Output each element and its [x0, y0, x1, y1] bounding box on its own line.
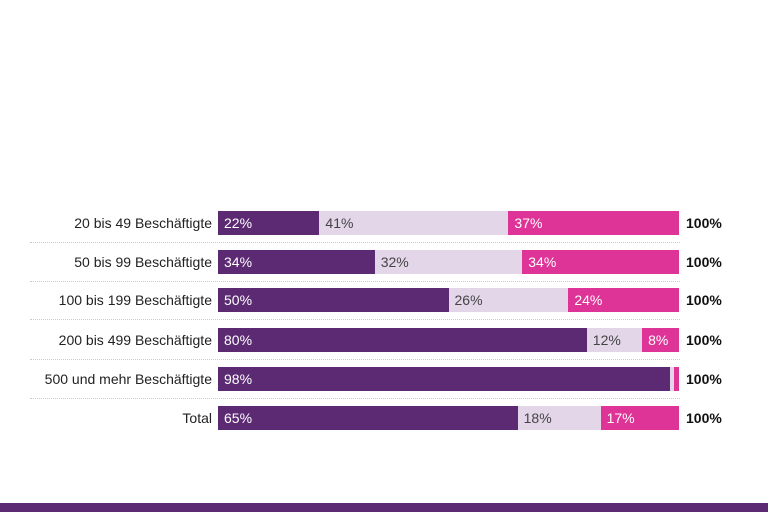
data-label: 98%: [224, 371, 253, 387]
bar-segment-3: 24%: [568, 288, 679, 312]
bar-segment-3: 37%: [508, 211, 679, 235]
data-label: 26%: [454, 292, 483, 308]
bar-segment-1: 80%: [218, 328, 587, 352]
stacked-bar: 98%: [218, 367, 679, 391]
category-label: 200 bis 499 Beschäftigte: [58, 332, 212, 348]
data-label: 41%: [325, 215, 354, 231]
total-label: 100%: [686, 332, 722, 348]
data-label: 18%: [523, 410, 552, 426]
data-label: 22%: [224, 215, 253, 231]
row-divider: [30, 242, 680, 243]
stacked-bar: 34% 32% 34%: [218, 250, 679, 274]
stacked-bar: 65% 18% 17%: [218, 406, 679, 430]
row-divider: [30, 398, 680, 399]
category-label: 500 und mehr Beschäftigte: [44, 371, 212, 387]
row-divider: [30, 281, 680, 282]
footer-bar: [0, 503, 768, 512]
bar-row: 50 bis 99 Beschäftigte 34% 32% 34% 100%: [0, 250, 768, 274]
row-divider: [30, 359, 680, 360]
bar-segment-2: 32%: [374, 250, 523, 274]
bar-segment-1: 65%: [218, 406, 518, 430]
data-label: 8%: [648, 332, 669, 348]
bar-segment-3: 34%: [522, 250, 679, 274]
bar-row: 200 bis 499 Beschäftigte 80% 12% 8% 100%: [0, 328, 768, 352]
data-label: 24%: [574, 292, 603, 308]
bar-row: 100 bis 199 Beschäftigte 50% 26% 24% 100%: [0, 288, 768, 312]
data-label: 34%: [224, 254, 253, 270]
bar-row: Total 65% 18% 17% 100%: [0, 406, 768, 430]
data-label: 50%: [224, 292, 253, 308]
bar-row: 500 und mehr Beschäftigte 98% 100%: [0, 367, 768, 391]
total-label: 100%: [686, 371, 722, 387]
category-label: Total: [182, 410, 212, 426]
bar-segment-2: 41%: [319, 211, 509, 235]
data-label: 12%: [592, 332, 621, 348]
total-label: 100%: [686, 254, 722, 270]
data-label: 32%: [380, 254, 409, 270]
bar-segment-2: 12%: [586, 328, 643, 352]
category-label: 100 bis 199 Beschäftigte: [58, 292, 212, 308]
bar-segment-1: 50%: [218, 288, 449, 312]
bar-segment-3: [674, 367, 679, 391]
bar-segment-2: 26%: [448, 288, 569, 312]
stacked-bar: 80% 12% 8%: [218, 328, 679, 352]
bar-segment-1: 22%: [218, 211, 320, 235]
stacked-bar: 22% 41% 37%: [218, 211, 679, 235]
total-label: 100%: [686, 410, 722, 426]
stacked-bar: 50% 26% 24%: [218, 288, 679, 312]
category-label: 50 bis 99 Beschäftigte: [74, 254, 212, 270]
data-label: 34%: [528, 254, 557, 270]
bar-segment-2: 18%: [517, 406, 601, 430]
data-label: 65%: [224, 410, 253, 426]
category-label: 20 bis 49 Beschäftigte: [74, 215, 212, 231]
bar-segment-1: 34%: [218, 250, 375, 274]
bar-segment-3: 8%: [642, 328, 679, 352]
row-divider: [30, 319, 680, 320]
data-label: 80%: [224, 332, 253, 348]
total-label: 100%: [686, 215, 722, 231]
total-label: 100%: [686, 292, 722, 308]
bar-segment-2: [669, 367, 675, 391]
data-label: 17%: [606, 410, 635, 426]
bar-segment-1: 98%: [218, 367, 670, 391]
bar-segment-3: 17%: [600, 406, 679, 430]
data-label: 37%: [514, 215, 543, 231]
bar-row: 20 bis 49 Beschäftigte 22% 41% 37% 100%: [0, 211, 768, 235]
